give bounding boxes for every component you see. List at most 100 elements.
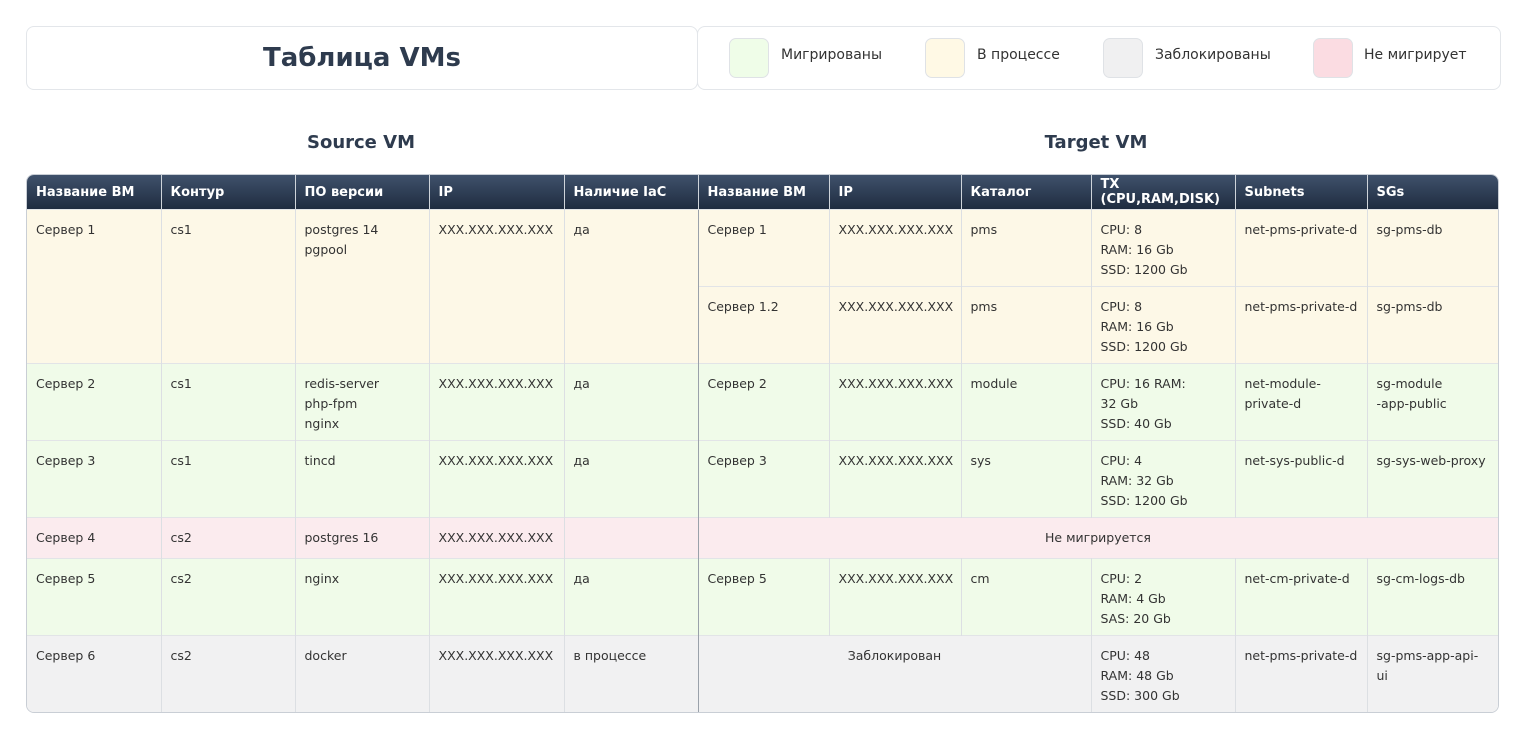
cell: sys [961,440,1092,518]
cell: cs1 [161,440,296,518]
cell: cs1 [161,209,296,364]
table-row: Сервер 2 cs1 redis-server php-fpm nginx XXX… [27,363,1498,441]
header-row: Название ВМ Контур ПО версии IP Наличие IaC Н… [27,175,1498,210]
cell: sg-cm-logs-db [1367,558,1498,636]
table-row: Сервер 1.2 XXX.XXX.XXX.XXX pms CPU: 8 RAM: … [27,286,1498,364]
cell: Сервер 4 [27,517,162,559]
cell: да [564,363,699,441]
legend-swatch [925,38,965,78]
column-header: IP [429,175,565,210]
cell: XXX.XXX.XXX.XXX [429,558,565,636]
cell: да [564,209,699,364]
cell: XXX.XXX.XXX.XXX [429,517,565,559]
cell: Сервер 5 [27,558,162,636]
cell: cs2 [161,558,296,636]
note-cell: Не мигрируется [698,517,1498,559]
cell: XXX.XXX.XXX.XXX [429,440,565,518]
table-row: Сервер 3 cs1 tincd XXX.XXX.XXX.XXX да Сервер … [27,440,1498,518]
cell: да [564,558,699,636]
cell: net-pms-private-d [1235,209,1368,287]
cell: CPU: 2 RAM: 4 Gb SAS: 20 Gb [1091,558,1236,636]
column-header: Название ВМ [698,175,830,210]
column-header: Название ВМ [27,175,162,210]
cell: CPU: 48 RAM: 48 Gb SSD: 300 Gb [1091,635,1236,712]
cell [564,517,699,559]
cell: sg-sys-web-proxy [1367,440,1498,518]
column-header: SGs [1367,175,1498,210]
cell: docker [295,635,430,712]
legend-label: Мигрированы [781,47,883,63]
cell: Сервер 5 [698,558,830,636]
note-cell: Заблокирован [698,635,1092,712]
cell: pms [961,286,1092,364]
cell: XXX.XXX.XXX.XXX [829,286,962,364]
vm-table: Название ВМ Контур ПО версии IP Наличие IaC Н… [26,174,1499,713]
cell: в процессе [564,635,699,712]
cell: XXX.XXX.XXX.XXX [429,635,565,712]
column-header: Subnets [1235,175,1368,210]
column-header: Наличие IaC [564,175,699,210]
cell: net-pms-private-d [1235,286,1368,364]
cell: pms [961,209,1092,287]
cell: nginx [295,558,430,636]
cell: XXX.XXX.XXX.XXX [829,363,962,441]
column-header: Контур [161,175,296,210]
cell: Сервер 1 [698,209,830,287]
cell: net-module- private-d [1235,363,1368,441]
cell: CPU: 8 RAM: 16 Gb SSD: 1200 Gb [1091,286,1236,364]
legend-label: Заблокированы [1155,47,1271,63]
legend: Мигрированы В процессе Заблокированы Не … [697,26,1501,90]
cell: Сервер 1 [27,209,162,364]
cell: sg-pms-db [1367,209,1498,287]
cell: да [564,440,699,518]
cell: CPU: 8 RAM: 16 Gb SSD: 1200 Gb [1091,209,1236,287]
cell: net-pms-private-d [1235,635,1368,712]
cell: XXX.XXX.XXX.XXX [829,209,962,287]
cell: cs2 [161,517,296,559]
legend-label: В процессе [977,47,1060,63]
cell: cs1 [161,363,296,441]
cell: postgres 16 [295,517,430,559]
page-title: Таблица VMs [26,26,698,90]
cell: postgres 14 pgpool [295,209,430,364]
cell: XXX.XXX.XXX.XXX [829,440,962,518]
cell: Сервер 3 [698,440,830,518]
section-title: Target VM [1044,132,1148,153]
cell: Сервер 6 [27,635,162,712]
table-row: Сервер 5 cs2 nginx XXX.XXX.XXX.XXX да Сервер … [27,558,1498,636]
section-title: Source VM [306,132,416,153]
cell: net-cm-private-d [1235,558,1368,636]
legend-label: Не мигрирует [1364,47,1467,63]
column-header: IP [829,175,962,210]
table-body: Сервер 1 cs1 postgres 14 pgpool XXX.XXX.XXX… [27,209,1498,712]
cell: CPU: 16 RAM: 32 Gb SSD: 40 Gb [1091,363,1236,441]
cell: sg-pms-db [1367,286,1498,364]
cell: Сервер 2 [698,363,830,441]
cell: Сервер 1.2 [698,286,830,364]
legend-swatch [1103,38,1143,78]
column-header: Каталог [961,175,1092,210]
table-row: Сервер 6 cs2 docker XXX.XXX.XXX.XXX в процес… [27,635,1498,712]
cell: net-sys-public-d [1235,440,1368,518]
legend-swatch [729,38,769,78]
cell: XXX.XXX.XXX.XXX [829,558,962,636]
column-header: ПО версии [295,175,430,210]
cell: cs2 [161,635,296,712]
cell: redis-server php-fpm nginx [295,363,430,441]
cell: sg-module -app-public [1367,363,1498,441]
cell: Сервер 2 [27,363,162,441]
table-row: Сервер 1 cs1 postgres 14 pgpool XXX.XXX.XXX… [27,209,1498,364]
cell: XXX.XXX.XXX.XXX [429,209,565,364]
cell: CPU: 4 RAM: 32 Gb SSD: 1200 Gb [1091,440,1236,518]
cell: cm [961,558,1092,636]
table-row: Сервер 4 cs2 postgres 16 XXX.XXX.XXX.XXX Не … [27,517,1498,559]
cell: tincd [295,440,430,518]
cell: module [961,363,1092,441]
table: Название ВМ Контур ПО версии IP Наличие IaC Н… [27,175,1498,712]
cell: XXX.XXX.XXX.XXX [429,363,565,441]
cell: Сервер 3 [27,440,162,518]
column-header: TX (CPU,RAM,DISK) [1091,175,1236,210]
cell: sg-pms-app-api-ui [1367,635,1498,712]
legend-swatch [1313,38,1353,78]
